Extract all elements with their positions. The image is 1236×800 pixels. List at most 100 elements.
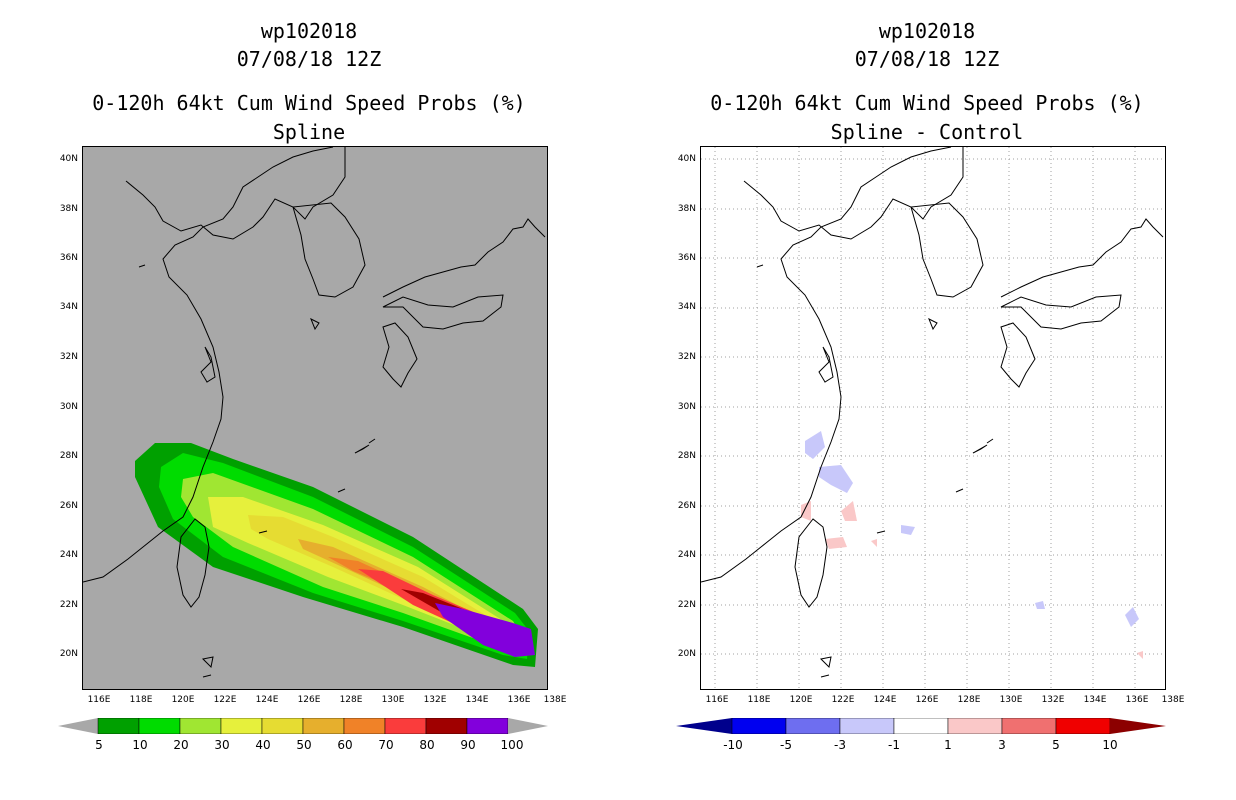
diff-patch-negative xyxy=(1125,607,1139,627)
difference-map-svg xyxy=(701,147,1165,689)
legend-label: 5 xyxy=(95,738,103,752)
probability-map xyxy=(82,146,548,690)
lon-label: 126E xyxy=(297,695,321,705)
lon-label: 138E xyxy=(543,695,567,705)
lat-label: 26N xyxy=(677,501,696,511)
diff-patch-negative xyxy=(1035,601,1045,609)
lat-label: 22N xyxy=(677,600,696,610)
legend-swatch xyxy=(839,718,895,734)
storm-id-title: wp102018 xyxy=(878,19,976,43)
product-title: 0-120h 64kt Cum Wind Speed Probs (%) xyxy=(710,91,1144,115)
coastline xyxy=(83,147,546,678)
lat-label: 20N xyxy=(59,649,78,659)
legend-swatch xyxy=(138,718,181,734)
datetime-title: 07/08/18 12Z xyxy=(854,47,1000,71)
diff-patch-negative xyxy=(819,465,853,493)
lon-label: 126E xyxy=(915,695,939,705)
legend-label: 100 xyxy=(500,738,524,752)
probability-color-legend xyxy=(58,718,548,734)
legend-label: 40 xyxy=(255,738,271,752)
lon-label: 136E xyxy=(507,695,531,705)
band-90 xyxy=(435,603,535,657)
right-panel: wp102018 07/08/18 12Z 0-120h 64kt Cum Wi… xyxy=(618,0,1236,800)
probability-map-svg xyxy=(83,147,546,678)
lat-label: 38N xyxy=(59,204,78,214)
diff-patch-positive xyxy=(825,537,847,549)
difference-map xyxy=(700,146,1166,690)
legend-swatch xyxy=(947,718,1003,734)
lon-label: 130E xyxy=(381,695,405,705)
legend-swatch xyxy=(97,718,140,734)
lon-label: 128E xyxy=(339,695,363,705)
lat-label: 36N xyxy=(677,253,696,263)
diff-patch-negative xyxy=(901,525,915,535)
legend-label: 60 xyxy=(337,738,353,752)
legend-label: 10 xyxy=(1102,738,1118,752)
subtitle: Spline - Control xyxy=(830,120,1024,144)
legend-swatch xyxy=(785,718,841,734)
legend-label: 3 xyxy=(998,738,1006,752)
lon-label: 138E xyxy=(1161,695,1185,705)
lon-label: 118E xyxy=(129,695,153,705)
legend-label: 20 xyxy=(173,738,189,752)
diff-patch-positive xyxy=(871,539,877,547)
legend-label: 90 xyxy=(460,738,476,752)
lat-label: 34N xyxy=(677,302,696,312)
product-title: 0-120h 64kt Cum Wind Speed Probs (%) xyxy=(92,91,526,115)
lon-label: 136E xyxy=(1125,695,1149,705)
legend-swatch xyxy=(1001,718,1057,734)
diff-patch-positive xyxy=(841,501,857,521)
lat-label: 28N xyxy=(59,451,78,461)
legend-swatch xyxy=(731,718,787,734)
lon-label: 130E xyxy=(999,695,1023,705)
legend-label: 5 xyxy=(1052,738,1060,752)
lon-label: 134E xyxy=(1083,695,1107,705)
datetime-title: 07/08/18 12Z xyxy=(236,47,382,71)
legend-swatch xyxy=(425,718,468,734)
lat-label: 34N xyxy=(59,302,78,312)
lon-label: 116E xyxy=(87,695,111,705)
lon-label: 122E xyxy=(213,695,237,705)
lon-label: 124E xyxy=(873,695,897,705)
lat-label: 24N xyxy=(59,550,78,560)
lat-label: 40N xyxy=(59,154,78,164)
lon-label: 118E xyxy=(747,695,771,705)
lon-label: 122E xyxy=(831,695,855,705)
diff-patch-negative xyxy=(805,431,825,459)
legend-label: 80 xyxy=(419,738,435,752)
lon-label: 132E xyxy=(423,695,447,705)
legend-label: 1 xyxy=(944,738,952,752)
lat-label: 24N xyxy=(677,550,696,560)
lat-label: 32N xyxy=(677,352,696,362)
legend-label: 70 xyxy=(378,738,394,752)
lon-label: 134E xyxy=(465,695,489,705)
lat-label: 32N xyxy=(59,352,78,362)
legend-swatch xyxy=(302,718,345,734)
lon-label: 116E xyxy=(705,695,729,705)
coastline xyxy=(701,147,1164,678)
lat-label: 26N xyxy=(59,501,78,511)
legend-label: 10 xyxy=(132,738,148,752)
legend-swatch xyxy=(1055,718,1111,734)
lon-label: 124E xyxy=(255,695,279,705)
legend-right-arrow xyxy=(1110,718,1166,734)
lat-label: 30N xyxy=(677,402,696,412)
difference-color-legend xyxy=(676,718,1166,734)
legend-label: 30 xyxy=(214,738,230,752)
lat-label: 22N xyxy=(59,600,78,610)
legend-label: -5 xyxy=(780,738,792,752)
diff-patch-positive xyxy=(801,501,811,521)
storm-id-title: wp102018 xyxy=(260,19,358,43)
lat-label: 38N xyxy=(677,204,696,214)
lon-label: 128E xyxy=(957,695,981,705)
legend-swatch xyxy=(179,718,222,734)
legend-label: -1 xyxy=(888,738,900,752)
diff-patch-positive xyxy=(1137,651,1143,659)
legend-label: -10 xyxy=(723,738,743,752)
lon-label: 120E xyxy=(789,695,813,705)
subtitle: Spline xyxy=(272,120,346,144)
lat-label: 28N xyxy=(677,451,696,461)
lon-label: 132E xyxy=(1041,695,1065,705)
legend-swatch xyxy=(220,718,263,734)
lat-label: 40N xyxy=(677,154,696,164)
